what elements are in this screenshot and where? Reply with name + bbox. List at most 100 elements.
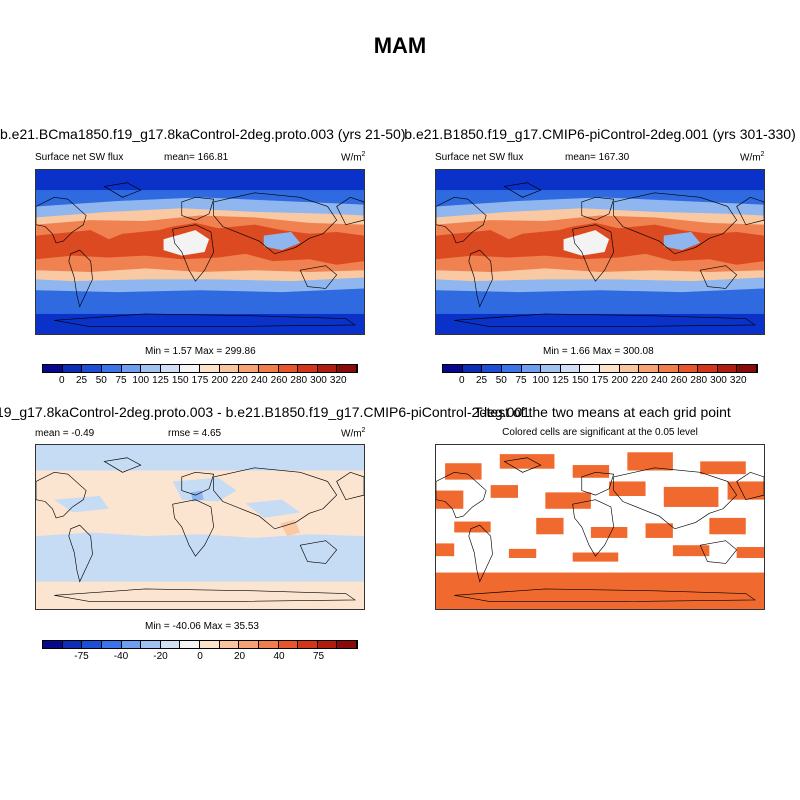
colorbar-swatch xyxy=(101,641,122,648)
coastline xyxy=(336,196,364,226)
colorbar-tick-label: 200 xyxy=(611,375,629,386)
colorbar-swatch xyxy=(160,641,181,648)
significant-cells xyxy=(572,465,610,478)
colorbar-labels: 0 25 50 75 100 125 150 175 200 220 240 260 280 300 320 xyxy=(42,373,358,387)
colorbar-swatch xyxy=(317,365,338,372)
colorbar-swatches xyxy=(42,640,358,649)
significant-cells xyxy=(436,490,464,509)
coastline xyxy=(613,467,738,530)
colorbar-swatch xyxy=(619,365,640,372)
coastline xyxy=(172,224,214,282)
coastline xyxy=(581,472,615,496)
colorbar-swatch xyxy=(580,365,600,372)
units-superscript: 2 xyxy=(361,151,366,158)
colorbar-tick-label: 260 xyxy=(270,375,288,386)
coastline xyxy=(181,472,215,496)
significant-cells xyxy=(609,481,646,497)
significant-cells xyxy=(454,521,491,533)
panel-subtitle-bottom-right: Colored cells are significant at the 0.0… xyxy=(502,427,698,438)
diff-contour-light xyxy=(190,490,204,502)
units-text: W/m xyxy=(740,152,761,164)
coastline xyxy=(172,499,214,557)
colorbar-swatch xyxy=(298,365,318,372)
map-top-right xyxy=(435,169,765,335)
colorbar-tick-label: 25 xyxy=(75,375,88,386)
colorbar-swatch xyxy=(337,641,357,648)
colorbar-swatch xyxy=(337,365,357,372)
colorbar-swatch xyxy=(678,365,699,372)
colorbar-tick-label: 75 xyxy=(312,651,325,662)
colorbar-swatch xyxy=(200,641,220,648)
coastline xyxy=(299,540,338,564)
significant-cells xyxy=(663,486,719,507)
panel-left-label-bottom-left: mean = -0.49 xyxy=(35,428,95,439)
flux-contour-light xyxy=(263,231,301,251)
significant-cells xyxy=(727,481,764,500)
flux-contour-pale xyxy=(563,230,610,256)
colorbar-tick-label: 125 xyxy=(552,375,569,386)
colorbar-tick-label: 75 xyxy=(515,375,527,386)
colorbar-tick-label: 320 xyxy=(729,375,747,386)
colorbar-swatch xyxy=(239,365,259,372)
significant-cells xyxy=(545,492,591,509)
panel-units-top-left: W/m2 xyxy=(341,151,365,163)
colorbar-tick-label: 20 xyxy=(233,651,246,662)
colorbar-swatch xyxy=(62,365,83,372)
diff-contour-blue xyxy=(36,445,364,471)
panel-title-bottom-left: 19_g17.8kaControl-2deg.proto.003 - b.e21… xyxy=(0,404,530,420)
coastline xyxy=(54,588,356,603)
coastline xyxy=(503,457,542,473)
colorbar-swatch xyxy=(462,365,483,372)
coastline xyxy=(736,471,764,501)
colorbar-tick-label: 125 xyxy=(152,375,169,386)
panel-title-bottom-right: T-test of the two means at each grid poi… xyxy=(474,404,731,420)
colorbar-tick-label: 40 xyxy=(273,651,285,662)
colorbar-swatch xyxy=(180,641,200,648)
colorbar-swatch xyxy=(298,641,318,648)
colorbar-swatch xyxy=(180,365,200,372)
coastline xyxy=(581,197,615,221)
units-text: W/m xyxy=(341,428,362,440)
colorbar-tick-label: 150 xyxy=(571,375,589,386)
coastline xyxy=(699,540,738,564)
panel-left-label-top-right: Surface net SW flux xyxy=(435,152,524,163)
colorbar-tick-label: 25 xyxy=(475,375,488,386)
panel-units-top-right: W/m2 xyxy=(740,151,764,163)
colorbar-swatch xyxy=(521,365,542,372)
diff-contour-blue xyxy=(245,499,301,518)
colorbar-bottom-left: -75 -40 -20 0 20 40 75 xyxy=(42,640,358,663)
colorbar-tick-label: 280 xyxy=(690,375,708,386)
units-superscript: 2 xyxy=(760,151,765,158)
colorbar-swatch xyxy=(698,365,718,372)
panel-left-label-top-left: Surface net SW flux xyxy=(35,152,124,163)
map-bottom-left xyxy=(35,444,365,610)
colorbar-swatch xyxy=(43,365,63,372)
significant-cells xyxy=(436,572,764,609)
colorbar-tick-label: 240 xyxy=(650,375,668,386)
flux-map-svg xyxy=(436,170,764,334)
coastline xyxy=(103,182,142,198)
colorbar-tick-label: 0 xyxy=(458,375,465,386)
coastline xyxy=(699,265,738,289)
colorbar-swatch xyxy=(278,365,299,372)
colorbar-tick-label: 150 xyxy=(171,375,189,386)
coastline xyxy=(613,192,738,255)
colorbar-top-right: 0 25 50 75 100 125 150 175 200 220 240 260 280 300 320 xyxy=(442,364,758,387)
colorbar-swatch xyxy=(317,641,338,648)
diff-background xyxy=(36,445,364,609)
significant-cells xyxy=(536,517,564,535)
colorbar-swatch xyxy=(560,365,581,372)
coastline xyxy=(103,457,142,473)
colorbar-labels: 0 25 50 75 100 125 150 175 200 220 240 260 280 300 320 xyxy=(442,373,758,387)
coastline xyxy=(36,197,87,244)
map-top-left xyxy=(35,169,365,335)
colorbar-swatch xyxy=(717,365,738,372)
panel-title-top-left: b.e21.BCma1850.f19_g17.8kaControl-2deg.p… xyxy=(0,126,406,142)
panel-stats-bottom-left: Min = -40.06 Max = 35.53 xyxy=(145,621,259,632)
colorbar-swatch xyxy=(658,365,679,372)
sig-map-svg xyxy=(436,445,764,609)
colorbar-swatch xyxy=(121,365,142,372)
significant-cells xyxy=(436,543,455,557)
colorbar-swatch xyxy=(82,641,102,648)
colorbar-tick-label: -20 xyxy=(153,651,168,662)
